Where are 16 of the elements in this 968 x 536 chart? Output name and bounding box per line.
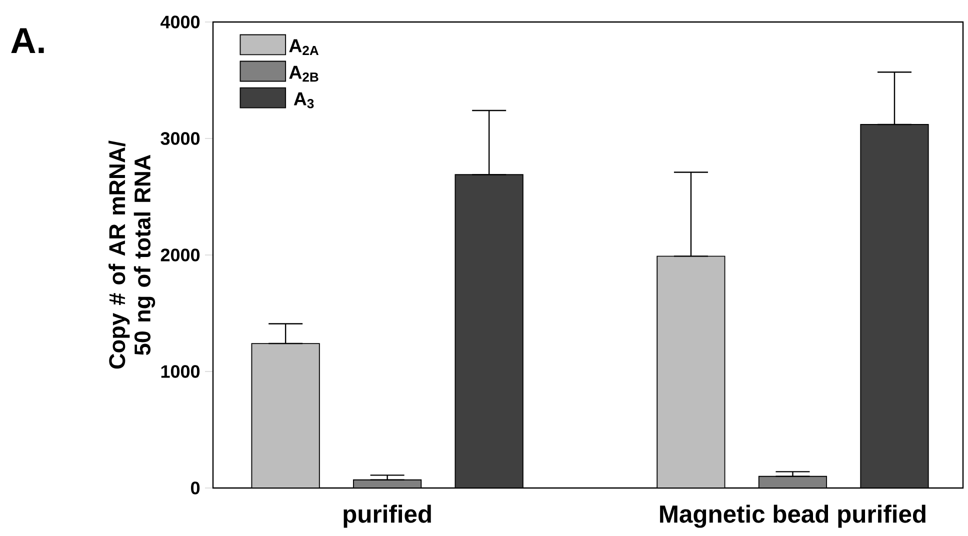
x-tick-label: purified <box>344 504 431 528</box>
y-tick-label: 1000 <box>161 365 200 378</box>
y-tick-label: 4000 <box>160 16 200 28</box>
legend-label: A$_{2A}$ <box>289 39 319 56</box>
y-axis-title: Copy # of AR mRNA/ 50 ng of total RNA <box>108 140 156 369</box>
y-tick-label: 3000 <box>160 132 200 145</box>
legend-label: A$_{3}$ <box>294 92 314 108</box>
bar <box>656 256 726 488</box>
bar <box>860 124 929 488</box>
bar <box>251 343 320 488</box>
text: A. <box>11 28 44 54</box>
y-tick-label: 0 <box>190 482 200 494</box>
legend-label: A$_{2B}$ <box>289 66 318 82</box>
y-tick-label: 2000 <box>160 248 200 262</box>
bar <box>454 174 524 488</box>
x-tick-label: Magnetic bead purified <box>660 504 926 528</box>
